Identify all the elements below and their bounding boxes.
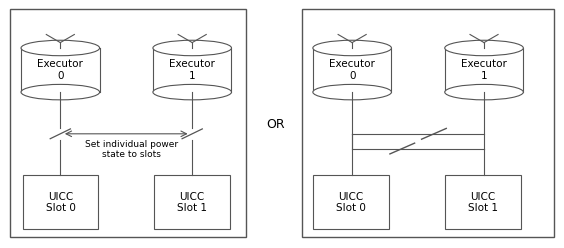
Bar [23,176,99,229]
Polygon shape [21,48,100,92]
Text: Executor
0: Executor 0 [329,59,375,81]
Text: Set individual power
state to slots: Set individual power state to slots [85,140,178,159]
Ellipse shape [313,84,391,100]
Text: Executor
1: Executor 1 [169,59,215,81]
Ellipse shape [153,40,231,56]
Bar [154,176,230,229]
Text: OR: OR [266,118,285,130]
Text: UICC
Slot 0: UICC Slot 0 [46,192,76,213]
Text: Executor
0: Executor 0 [37,59,83,81]
Ellipse shape [21,84,100,100]
Polygon shape [153,48,231,92]
Ellipse shape [445,40,523,56]
Ellipse shape [313,40,391,56]
Polygon shape [445,48,523,92]
Text: UICC
Slot 1: UICC Slot 1 [468,192,497,213]
Text: Executor
1: Executor 1 [461,59,507,81]
Ellipse shape [21,40,100,56]
Ellipse shape [445,84,523,100]
Text: UICC
Slot 0: UICC Slot 0 [336,192,365,213]
Polygon shape [313,48,391,92]
Bar [445,176,521,229]
Ellipse shape [153,84,231,100]
Bar [302,9,554,237]
Bar [313,176,389,229]
Text: UICC
Slot 1: UICC Slot 1 [177,192,207,213]
Bar [10,9,245,237]
